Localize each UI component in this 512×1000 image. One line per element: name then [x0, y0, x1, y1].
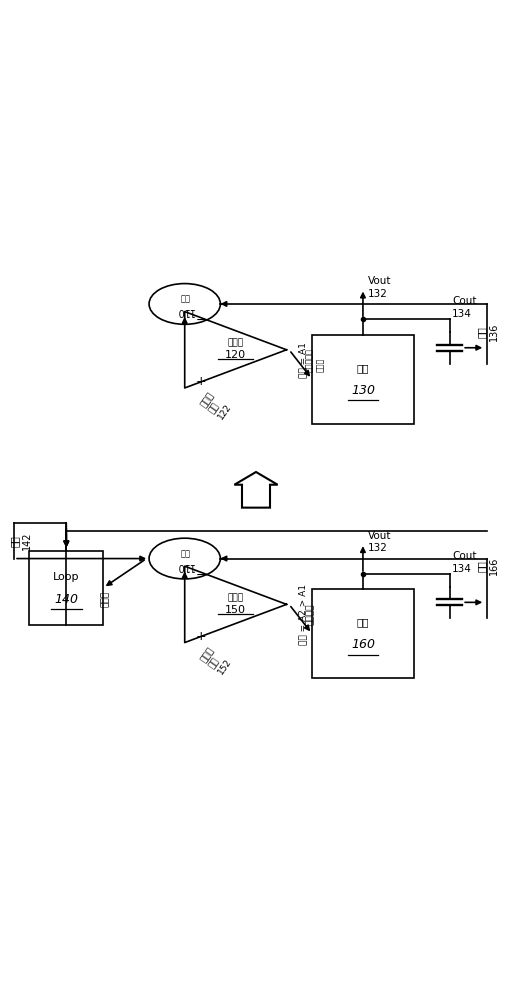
Text: Cout: Cout	[452, 296, 477, 306]
Text: 稳定性: 稳定性	[101, 591, 110, 607]
Text: 增益 = A2 > A1: 增益 = A2 > A1	[298, 584, 307, 645]
Text: 132: 132	[368, 543, 388, 553]
Text: Vout: Vout	[368, 276, 392, 286]
Text: 110: 110	[176, 561, 194, 571]
Text: 反馈
166: 反馈 166	[477, 557, 499, 575]
Text: −: −	[196, 314, 206, 327]
Text: +: +	[196, 630, 206, 643]
Text: 输出电阻: 输出电阻	[305, 604, 314, 625]
Text: Loop: Loop	[53, 572, 79, 582]
FancyBboxPatch shape	[312, 589, 414, 678]
Text: 输出电阻，
稳定性: 输出电阻， 稳定性	[305, 348, 325, 372]
FancyBboxPatch shape	[29, 551, 103, 625]
Text: 反馈
142: 反馈 142	[10, 531, 32, 550]
Text: 134: 134	[452, 309, 472, 319]
Text: 增益 = A1: 增益 = A1	[298, 342, 307, 378]
Text: 放大器: 放大器	[227, 593, 244, 602]
Text: 132: 132	[368, 289, 388, 299]
Text: 放大器
输出
122: 放大器 输出 122	[199, 390, 233, 421]
Text: +: +	[196, 375, 206, 388]
Text: −: −	[196, 569, 206, 582]
Text: 放大器
输出
152: 放大器 输出 152	[199, 645, 233, 676]
Text: 134: 134	[452, 564, 472, 574]
Text: 参考: 参考	[180, 293, 190, 302]
Text: 回路: 回路	[357, 363, 369, 373]
Ellipse shape	[149, 284, 220, 324]
Text: 160: 160	[351, 638, 375, 651]
Text: Vout: Vout	[368, 531, 392, 541]
Text: 回路: 回路	[357, 617, 369, 627]
Text: 反馈
136: 反馈 136	[477, 323, 499, 341]
FancyArrow shape	[234, 472, 278, 508]
Text: 参考: 参考	[180, 547, 190, 556]
Text: Cout: Cout	[452, 551, 477, 561]
Text: 130: 130	[351, 384, 375, 397]
Text: 放大器: 放大器	[227, 339, 244, 348]
Ellipse shape	[149, 538, 220, 579]
Text: 140: 140	[54, 593, 78, 606]
Text: 110: 110	[176, 306, 194, 316]
FancyBboxPatch shape	[312, 335, 414, 424]
Text: 150: 150	[225, 605, 246, 615]
Text: 120: 120	[225, 350, 246, 360]
